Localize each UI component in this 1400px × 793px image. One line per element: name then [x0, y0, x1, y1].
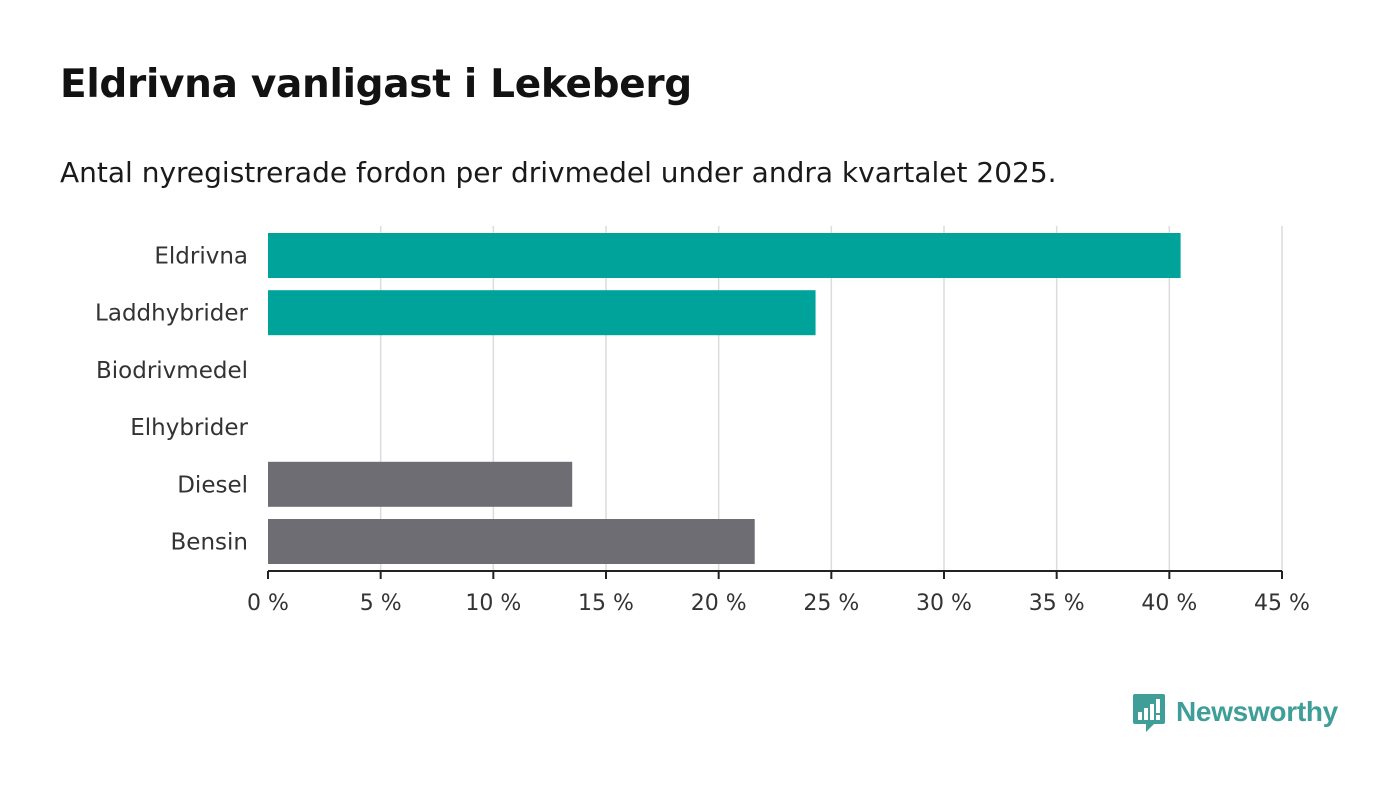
brand-name: Newsworthy [1176, 696, 1338, 727]
x-tick-label: 20 % [691, 591, 747, 616]
bar-diesel [268, 461, 573, 507]
x-tick-label: 5 % [360, 591, 402, 616]
category-label: Eldrivna [154, 244, 248, 270]
category-label: Diesel [177, 472, 248, 498]
x-tick-label: 0 % [247, 591, 289, 616]
grid-lines [379, 226, 1283, 571]
category-label: Laddhybrider [95, 301, 248, 327]
x-tick-label: 10 % [465, 591, 521, 616]
category-label: Biodrivmedel [96, 358, 248, 384]
bars [268, 233, 1181, 564]
x-axis: 0 % 5 % 10 % 15 % 20 % 25 % 30 % 35 % 40 % 45 % [247, 570, 1310, 616]
x-tick-label: 15 % [578, 591, 634, 616]
newsworthy-logo-icon [1133, 694, 1165, 732]
x-tick-label: 25 % [803, 591, 859, 616]
x-tick-label: 30 % [916, 591, 972, 616]
brand-logo: Newsworthy [1132, 692, 1338, 732]
x-tick-label: 45 % [1254, 591, 1310, 616]
category-label: Bensin [171, 530, 248, 556]
category-labels: Eldrivna Laddhybrider Biodrivmedel Elhybrid… [95, 244, 248, 556]
chart-subtitle: Antal nyregistrerade fordon per drivmede… [60, 156, 1057, 189]
x-tick-label: 35 % [1029, 591, 1085, 616]
bar-bensin [268, 519, 755, 564]
chart-title: Eldrivna vanligast i Lekeberg [60, 62, 692, 107]
bar-laddhybrider [268, 290, 816, 336]
bar-eldrivna [268, 233, 1181, 278]
category-label: Elhybrider [130, 415, 248, 441]
x-tick-label: 40 % [1141, 591, 1197, 616]
